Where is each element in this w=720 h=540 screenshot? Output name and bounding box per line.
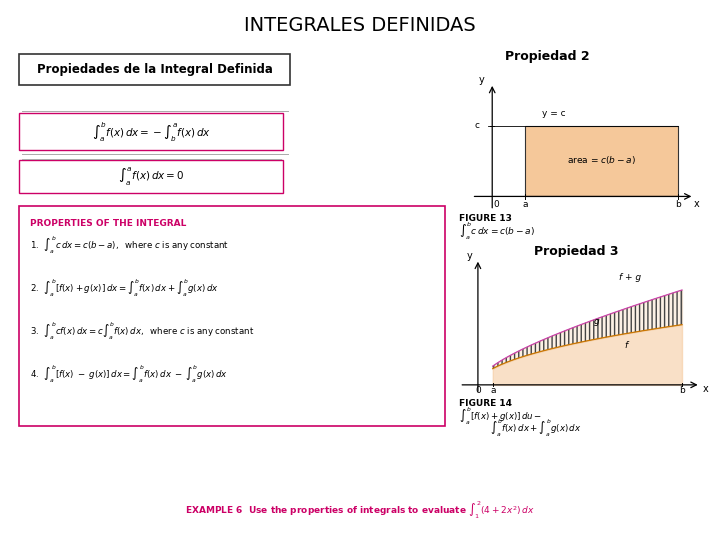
Text: EXAMPLE 6  Use the properties of integrals to evaluate $\int_1^2 (4 + 2x^2)\,dx$: EXAMPLE 6 Use the properties of integral…	[185, 500, 535, 521]
Text: f + g: f + g	[619, 273, 641, 282]
Text: 0: 0	[476, 386, 482, 395]
FancyBboxPatch shape	[19, 206, 445, 426]
Text: c: c	[475, 121, 480, 130]
FancyBboxPatch shape	[19, 54, 290, 85]
Text: $\int_a^b f(x)\,dx + \int_a^b g(x)\,dx$: $\int_a^b f(x)\,dx + \int_a^b g(x)\,dx$	[490, 417, 581, 438]
Text: INTEGRALES DEFINIDAS: INTEGRALES DEFINIDAS	[244, 16, 476, 36]
Text: FIGURE 14: FIGURE 14	[459, 400, 513, 408]
Text: a: a	[490, 386, 495, 395]
Text: x: x	[703, 384, 708, 394]
Text: 3.  $\int_a^b cf(x)\,dx = c\int_a^b f(x)\,dx,\;$ where $c$ is any constant: 3. $\int_a^b cf(x)\,dx = c\int_a^b f(x)\…	[30, 320, 254, 342]
Text: Propiedades de la Integral Definida: Propiedades de la Integral Definida	[37, 63, 273, 76]
Text: Propiedad 2: Propiedad 2	[505, 50, 590, 63]
Text: 2.  $\int_a^b [f(x)+g(x)]\,dx = \int_a^b f(x)\,dx + \int_a^b g(x)\,dx$: 2. $\int_a^b [f(x)+g(x)]\,dx = \int_a^b …	[30, 277, 219, 299]
Text: $\int_a^a f(x)\,dx = 0$: $\int_a^a f(x)\,dx = 0$	[118, 165, 184, 188]
Text: $\int_a^b [f(x)+g(x)]\,du -$: $\int_a^b [f(x)+g(x)]\,du -$	[459, 405, 543, 427]
Text: FIGURE 13: FIGURE 13	[459, 214, 512, 223]
Text: 4.  $\int_a^b [f(x)\;-\;g(x)]\,dx = \int_a^b f(x)\,dx\;-\;\int_a^b g(x)\,dx$: 4. $\int_a^b [f(x)\;-\;g(x)]\,dx = \int_…	[30, 363, 228, 385]
Text: PROPERTIES OF THE INTEGRAL: PROPERTIES OF THE INTEGRAL	[30, 219, 186, 227]
Text: f: f	[625, 341, 628, 349]
Text: g: g	[594, 317, 600, 326]
FancyBboxPatch shape	[19, 160, 283, 193]
Text: y: y	[479, 75, 485, 85]
Text: a: a	[523, 200, 528, 209]
Text: b: b	[675, 200, 680, 209]
Text: x: x	[693, 199, 699, 209]
Text: y = c: y = c	[541, 109, 565, 118]
FancyBboxPatch shape	[19, 113, 283, 150]
Text: $\int_a^b f(x)\,dx = -\int_b^a f(x)\,dx$: $\int_a^b f(x)\,dx = -\int_b^a f(x)\,dx$	[91, 120, 211, 144]
Text: b: b	[679, 386, 685, 395]
Text: 0: 0	[493, 200, 499, 209]
Text: y: y	[467, 251, 472, 261]
Text: $\int_a^b c\,dx = c(b-a)$: $\int_a^b c\,dx = c(b-a)$	[459, 220, 535, 241]
Text: 1.  $\int_a^b c\,dx = c(b-a),\;$ where $c$ is any constant: 1. $\int_a^b c\,dx = c(b-a),\;$ where $c…	[30, 234, 230, 255]
Text: area = $c(b - a)$: area = $c(b - a)$	[567, 154, 636, 166]
Bar	[525, 126, 678, 197]
Text: Propiedad 3: Propiedad 3	[534, 245, 618, 258]
